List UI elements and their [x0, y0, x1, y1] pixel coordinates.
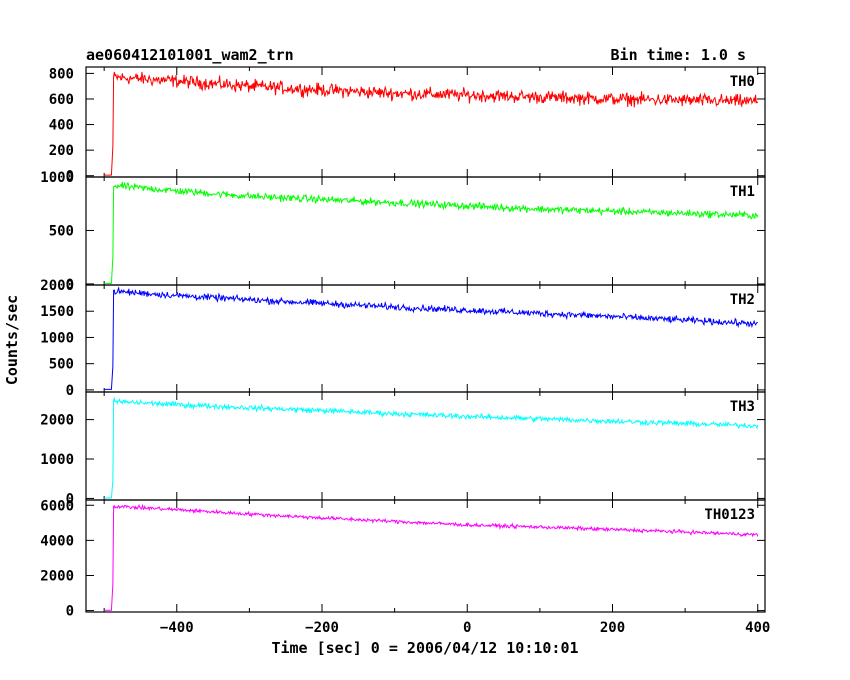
y-tick-label-th2: 0: [66, 383, 74, 399]
y-tick-label-th0: 400: [49, 118, 74, 134]
y-tick-label-th2: 1500: [40, 304, 74, 320]
panel-frame-th1: [85, 176, 766, 286]
y-axis-label: Counts/sec: [3, 295, 21, 385]
series-line-th0123: [104, 503, 759, 611]
x-tick-label: 200: [600, 620, 625, 636]
y-tick-label-th0123: 4000: [40, 533, 74, 549]
x-tick-label: 400: [745, 620, 770, 636]
x-tick-label: 0: [463, 620, 471, 636]
y-tick-label-th2: 1000: [40, 330, 74, 346]
y-tick-label-th0123: 2000: [40, 568, 74, 584]
y-tick-label-th0123: 6000: [40, 498, 74, 514]
y-tick-label-th0: 600: [49, 92, 74, 108]
y-tick-label-th0: 800: [49, 66, 74, 82]
y-tick-label-th0123: 0: [66, 604, 74, 620]
x-tick-label: −200: [305, 620, 339, 636]
y-tick-label-th0: 0: [66, 169, 74, 185]
chart-title: ae060412101001_wam2_trn: [86, 46, 294, 64]
series-line-th1: [104, 181, 759, 284]
series-line-th3: [104, 396, 759, 499]
y-tick-label-th0: 200: [49, 143, 74, 159]
y-tick-label-th1: 0: [66, 277, 74, 293]
bin-time-label: Bin time: 1.0 s: [611, 46, 746, 64]
y-tick-label-th3: 2000: [40, 413, 74, 429]
series-line-th0: [104, 71, 759, 176]
x-tick-label: −400: [160, 620, 194, 636]
panel-frame-th0123: [85, 499, 766, 613]
series-label-th0: TH0: [730, 74, 755, 90]
x-axis-label: Time [sec] 0 = 2006/04/12 10:10:01: [271, 639, 578, 657]
series-label-th2: TH2: [730, 292, 755, 308]
y-tick-label-th3: 1000: [40, 452, 74, 468]
y-tick-label-th1: 500: [49, 223, 74, 239]
series-label-th0123: TH0123: [704, 507, 755, 523]
y-tick-label-th2: 2000: [40, 278, 74, 294]
y-tick-label-th2: 500: [49, 357, 74, 373]
panel-frame-th2: [85, 284, 766, 393]
y-tick-label-th1: 1000: [40, 170, 74, 186]
panels-group: 0 200 400 600 800 TH0 0 500 1000 TH1 0 500 1000 1500 2…: [40, 66, 770, 636]
series-label-th3: TH3: [730, 399, 755, 415]
series-line-th2: [104, 286, 758, 390]
series-label-th1: TH1: [730, 184, 755, 200]
panel-frame-th3: [85, 391, 766, 501]
y-tick-label-th3: 0: [66, 491, 74, 507]
